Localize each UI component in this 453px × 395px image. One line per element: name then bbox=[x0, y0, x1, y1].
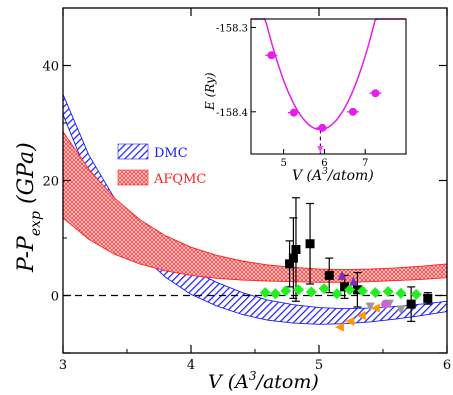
inset-x-tick-label: 5 bbox=[280, 158, 286, 169]
inset-data-point bbox=[267, 51, 276, 60]
inset-axes-ticks: 5 6 7 -158.3 -158.4 bbox=[216, 23, 368, 169]
y-tick-label: 40 bbox=[42, 60, 59, 75]
data-point-circle bbox=[381, 299, 391, 309]
inset-y-axis-label: E (Ry) bbox=[203, 72, 217, 111]
data-point-diamond bbox=[331, 288, 343, 300]
data-point-square bbox=[291, 245, 301, 254]
main-x-label-main: V (A bbox=[208, 371, 249, 393]
legend-label-dmc: DMC bbox=[154, 146, 188, 161]
data-point-left-triangle bbox=[370, 303, 380, 313]
experimental-points bbox=[259, 197, 433, 332]
inset-x-tick-label: 7 bbox=[362, 158, 368, 169]
main-x-label-tail: /atom) bbox=[255, 371, 319, 393]
x-tick-label: 3 bbox=[59, 358, 67, 373]
legend-label-afqmc: AFQMC bbox=[153, 172, 206, 187]
data-point-diamond bbox=[280, 285, 292, 297]
legend-swatch-dmc bbox=[117, 143, 149, 160]
legend-swatch-afqmc bbox=[117, 169, 149, 186]
main-y-label-sub: exp bbox=[28, 211, 44, 236]
main-y-label-tail: (GPa) bbox=[14, 142, 39, 211]
inset-data-point bbox=[348, 107, 357, 116]
inset-data-point bbox=[318, 123, 327, 132]
inset-y-tick-label: -158.3 bbox=[216, 23, 248, 34]
data-point-diamond bbox=[305, 286, 317, 298]
inset-data-point bbox=[371, 89, 380, 98]
data-point-square bbox=[324, 270, 334, 280]
data-point-down-triangle bbox=[396, 305, 406, 315]
main-bands bbox=[63, 94, 447, 325]
y-tick-label: 20 bbox=[42, 175, 59, 190]
main-axes-ticks: 3 4 5 6 0 20 40 bbox=[42, 8, 451, 373]
band-afqmc bbox=[63, 130, 447, 283]
data-point-square bbox=[340, 282, 350, 292]
data-point-diamond bbox=[357, 285, 369, 297]
inset-data-point bbox=[289, 108, 298, 117]
data-point-diamond bbox=[369, 287, 381, 299]
inset-x-label-tail: /atom) bbox=[326, 168, 374, 184]
data-point-left-triangle bbox=[356, 311, 366, 321]
y-tick-label: 0 bbox=[51, 290, 59, 305]
x-tick-label: 6 bbox=[443, 358, 451, 373]
main-x-label-sup: 3 bbox=[249, 369, 257, 383]
x-tick-label: 5 bbox=[315, 358, 323, 373]
data-point-diamond bbox=[318, 283, 330, 295]
data-point-square bbox=[406, 299, 416, 309]
data-point-diamond bbox=[410, 288, 422, 300]
data-point-square bbox=[288, 253, 298, 263]
data-point-square bbox=[423, 293, 433, 303]
inset-minimum-arrow bbox=[317, 146, 324, 153]
inset-background bbox=[251, 19, 406, 154]
x-tick-label: 4 bbox=[187, 358, 195, 373]
inset-frame bbox=[250, 18, 407, 155]
data-point-diamond bbox=[395, 287, 407, 299]
data-point-triangle bbox=[349, 276, 359, 286]
inset-x-tick-label: 6 bbox=[321, 158, 327, 169]
data-point-diamond bbox=[293, 284, 305, 296]
inset-x-label-sup: 3 bbox=[322, 167, 328, 177]
legend: DMC AFQMC bbox=[117, 143, 206, 187]
data-point-square bbox=[305, 239, 315, 249]
data-point-triangle bbox=[337, 270, 347, 280]
data-point-down-triangle bbox=[365, 302, 375, 312]
main-x-axis-label: V (A3/atom) bbox=[208, 369, 319, 393]
main-y-axis-label: P-Pexp (GPa) bbox=[14, 142, 44, 273]
inset-y-tick-label: -158.4 bbox=[216, 108, 248, 119]
inset-x-axis-label: V (A3/atom) bbox=[292, 167, 374, 184]
inset-x-label-main: V (A bbox=[292, 168, 322, 184]
data-point-diamond bbox=[344, 284, 356, 296]
data-point-diamond bbox=[382, 285, 394, 297]
data-point-left-triangle bbox=[334, 322, 344, 332]
data-point-diamond bbox=[259, 287, 271, 299]
data-point-diamond bbox=[269, 288, 281, 300]
data-point-left-triangle bbox=[345, 316, 355, 326]
main-y-label-main: P-P bbox=[14, 235, 39, 273]
data-point-square bbox=[352, 285, 362, 295]
data-point-square bbox=[285, 259, 295, 269]
